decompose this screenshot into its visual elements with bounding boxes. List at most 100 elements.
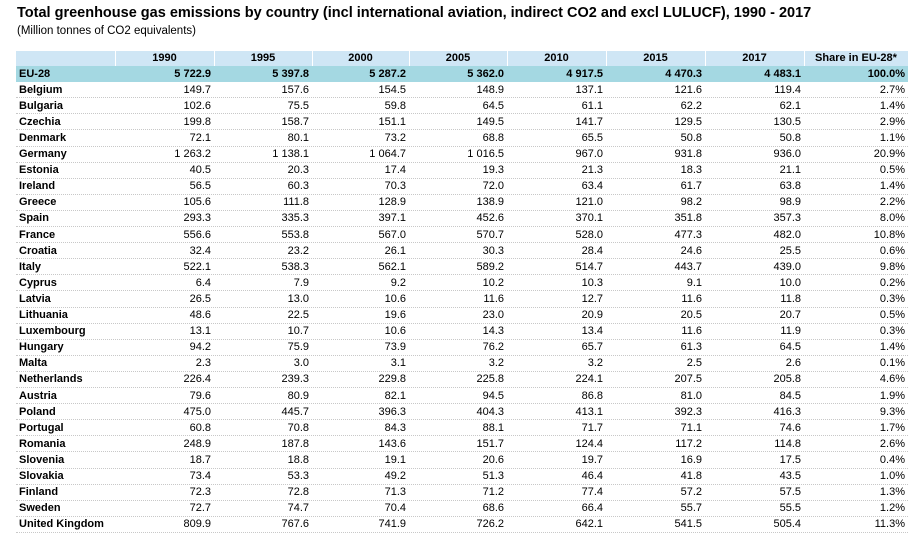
cell: 68.6: [482, 502, 504, 515]
cell: 11.9: [780, 325, 801, 338]
cell: 60.3: [287, 180, 309, 193]
cell: 207.5: [674, 373, 702, 386]
cell: 57.5: [779, 486, 801, 499]
cell: 562.1: [378, 260, 406, 273]
row-label: Portugal: [19, 421, 64, 434]
cell: 809.9: [183, 518, 211, 531]
cell: 416.3: [773, 405, 801, 418]
cell: 357.3: [773, 212, 801, 225]
row-divider: [16, 467, 908, 469]
cell: 100.0%: [867, 67, 905, 80]
cell: 20.3: [287, 164, 309, 177]
cell: 86.8: [581, 389, 603, 402]
cell: 88.1: [482, 421, 504, 434]
column-header: 1995: [250, 52, 276, 64]
cell: 124.4: [575, 437, 603, 450]
cell: 72.7: [189, 502, 211, 515]
cell: 13.1: [189, 325, 211, 338]
column-header: Share in EU-28*: [815, 52, 897, 64]
row-divider: [16, 161, 908, 163]
cell: 20.5: [680, 309, 702, 321]
cell: 79.6: [189, 389, 211, 402]
cell: 1 064.7: [369, 148, 406, 160]
cell: 9.3%: [879, 405, 905, 418]
cell: 121.0: [575, 196, 603, 209]
header-cell-bg: [410, 51, 507, 66]
row-divider: [16, 209, 908, 211]
cell: 8.0%: [879, 212, 905, 225]
cell: 98.2: [680, 196, 702, 209]
cell: 187.8: [281, 437, 309, 450]
cell: 1 016.5: [467, 148, 504, 160]
cell: 2.5: [686, 357, 702, 370]
cell: 46.4: [581, 470, 603, 482]
cell: 9.8%: [879, 260, 905, 273]
cell: 121.6: [674, 83, 702, 96]
cell: 61.3: [680, 341, 702, 354]
title: Total greenhouse gas emissions by countr…: [17, 5, 812, 21]
cell: 0.6%: [879, 244, 905, 257]
cell: 18.3: [680, 164, 702, 177]
cell: 335.3: [281, 212, 309, 225]
row-label: Romania: [19, 437, 66, 450]
cell: 2.6%: [879, 437, 905, 450]
cell: 567.0: [378, 228, 406, 241]
cell: 0.2%: [879, 276, 905, 289]
row-label: Latvia: [19, 292, 51, 305]
cell: 3.1: [390, 357, 406, 370]
cell: 936.0: [773, 148, 801, 160]
cell: 12.7: [581, 292, 603, 305]
cell: 4 917.5: [566, 67, 603, 80]
cell: 19.3: [482, 164, 504, 177]
row-divider: [16, 177, 908, 179]
cell: 1.7%: [879, 421, 905, 434]
row-label: Finland: [19, 486, 59, 499]
cell: 65.7: [581, 341, 603, 354]
cell: 19.6: [384, 309, 406, 321]
cell: 1.4%: [879, 341, 905, 354]
header-cell-bg: [116, 51, 214, 66]
cell: 443.7: [674, 260, 702, 273]
cell: 74.7: [287, 502, 309, 515]
cell: 11.6: [681, 292, 702, 305]
cell: 0.1%: [879, 357, 905, 370]
cell: 13.0: [287, 292, 309, 305]
cell: 3.2: [587, 357, 603, 370]
cell: 482.0: [773, 228, 801, 241]
cell: 74.6: [779, 421, 801, 434]
row-label: Lithuania: [19, 309, 68, 321]
row-divider: [16, 451, 908, 453]
row-divider: [16, 354, 908, 356]
cell: 73.4: [189, 470, 211, 482]
cell: 5 287.2: [369, 67, 406, 80]
cell: 0.5%: [879, 309, 905, 321]
cell: 71.1: [680, 421, 702, 434]
cell: 49.2: [384, 470, 406, 482]
row-divider: [16, 145, 908, 147]
cell: 21.1: [779, 164, 801, 177]
cell: 10.6: [384, 325, 406, 338]
row-label: Austria: [19, 389, 57, 402]
row-divider: [16, 483, 908, 485]
row-label: Greece: [19, 196, 57, 209]
cell: 224.1: [575, 373, 603, 386]
row-divider: [16, 515, 908, 517]
cell: 64.5: [482, 99, 504, 112]
cell: 102.6: [183, 99, 211, 112]
cell: 452.6: [476, 212, 504, 225]
cell: 62.2: [680, 99, 702, 112]
row-divider: [16, 129, 908, 131]
cell: 21.3: [581, 164, 603, 177]
row-label: Italy: [19, 260, 42, 273]
cell: 117.2: [675, 437, 702, 450]
row-divider: [16, 290, 908, 292]
cell: 4 470.3: [665, 67, 702, 80]
cell: 76.2: [482, 341, 504, 354]
cell: 84.3: [384, 421, 406, 434]
cell: 23.0: [482, 309, 504, 321]
cell: 32.4: [189, 244, 211, 257]
row-label: Ireland: [19, 180, 56, 193]
cell: 10.0: [779, 276, 801, 289]
cell: 439.0: [773, 260, 801, 273]
cell: 2.3: [195, 357, 211, 370]
